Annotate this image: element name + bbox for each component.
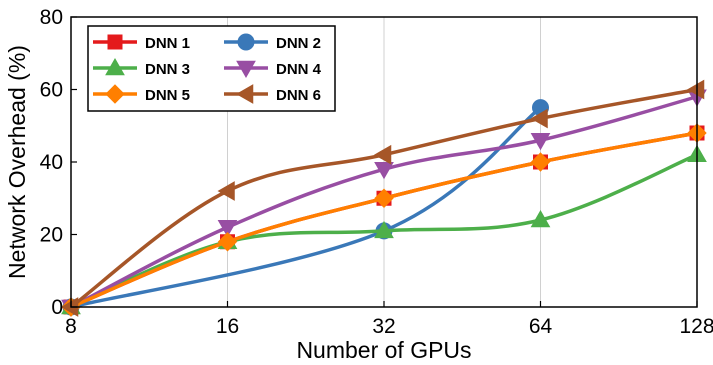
data-point xyxy=(530,108,548,129)
y-tick-label: 60 xyxy=(40,79,63,102)
axis-ticks: 8 16 32 64 128 0 20 40 60 80 xyxy=(40,6,713,338)
data-point xyxy=(374,220,394,239)
legend-marker xyxy=(105,84,125,104)
y-axis-label: Network Overhead (%) xyxy=(4,45,30,279)
x-axis-label: Number of GPUs xyxy=(296,337,471,363)
legend-marker xyxy=(237,33,255,51)
x-tick-label: 8 xyxy=(65,315,77,338)
data-point xyxy=(217,181,235,201)
legend-label: DNN 6 xyxy=(276,87,321,104)
legend-marker xyxy=(236,60,256,79)
legend-label: DNN 3 xyxy=(145,61,190,78)
y-tick-label: 80 xyxy=(40,6,63,29)
legend: DNN 1 DNN 2 DNN 3 DNN 4 DNN 5 DNN 6 xyxy=(87,25,336,112)
legend-item: DNN 4 xyxy=(224,60,322,79)
legend-label: DNN 2 xyxy=(276,35,321,52)
data-point xyxy=(686,79,705,100)
data-point xyxy=(217,220,238,238)
data-point xyxy=(530,152,551,172)
x-tick-label: 64 xyxy=(529,315,553,338)
legend-label: DNN 1 xyxy=(145,35,190,52)
data-point xyxy=(530,133,551,151)
legend-marker xyxy=(107,34,123,50)
legend-item: DNN 3 xyxy=(93,57,190,78)
legend-label: DNN 5 xyxy=(145,87,190,104)
legend-label: DNN 4 xyxy=(276,61,322,78)
legend-item: DNN 2 xyxy=(224,33,321,52)
x-tick-label: 32 xyxy=(372,315,395,338)
legend-item: DNN 5 xyxy=(93,84,190,104)
series-6 xyxy=(60,79,705,317)
y-tick-label: 20 xyxy=(40,224,63,247)
series-layer xyxy=(60,79,707,318)
data-point xyxy=(530,209,551,228)
data-point xyxy=(374,162,394,180)
legend-item: DNN 6 xyxy=(224,84,321,104)
legend-marker xyxy=(235,84,254,104)
y-tick-label: 0 xyxy=(51,296,63,319)
data-point xyxy=(373,144,392,165)
legend-item: DNN 1 xyxy=(93,34,190,52)
data-point xyxy=(217,232,238,252)
y-tick-label: 40 xyxy=(40,151,63,174)
legend-marker xyxy=(105,57,125,76)
data-point xyxy=(374,188,394,208)
x-tick-label: 128 xyxy=(679,315,713,338)
x-tick-label: 16 xyxy=(216,315,239,338)
